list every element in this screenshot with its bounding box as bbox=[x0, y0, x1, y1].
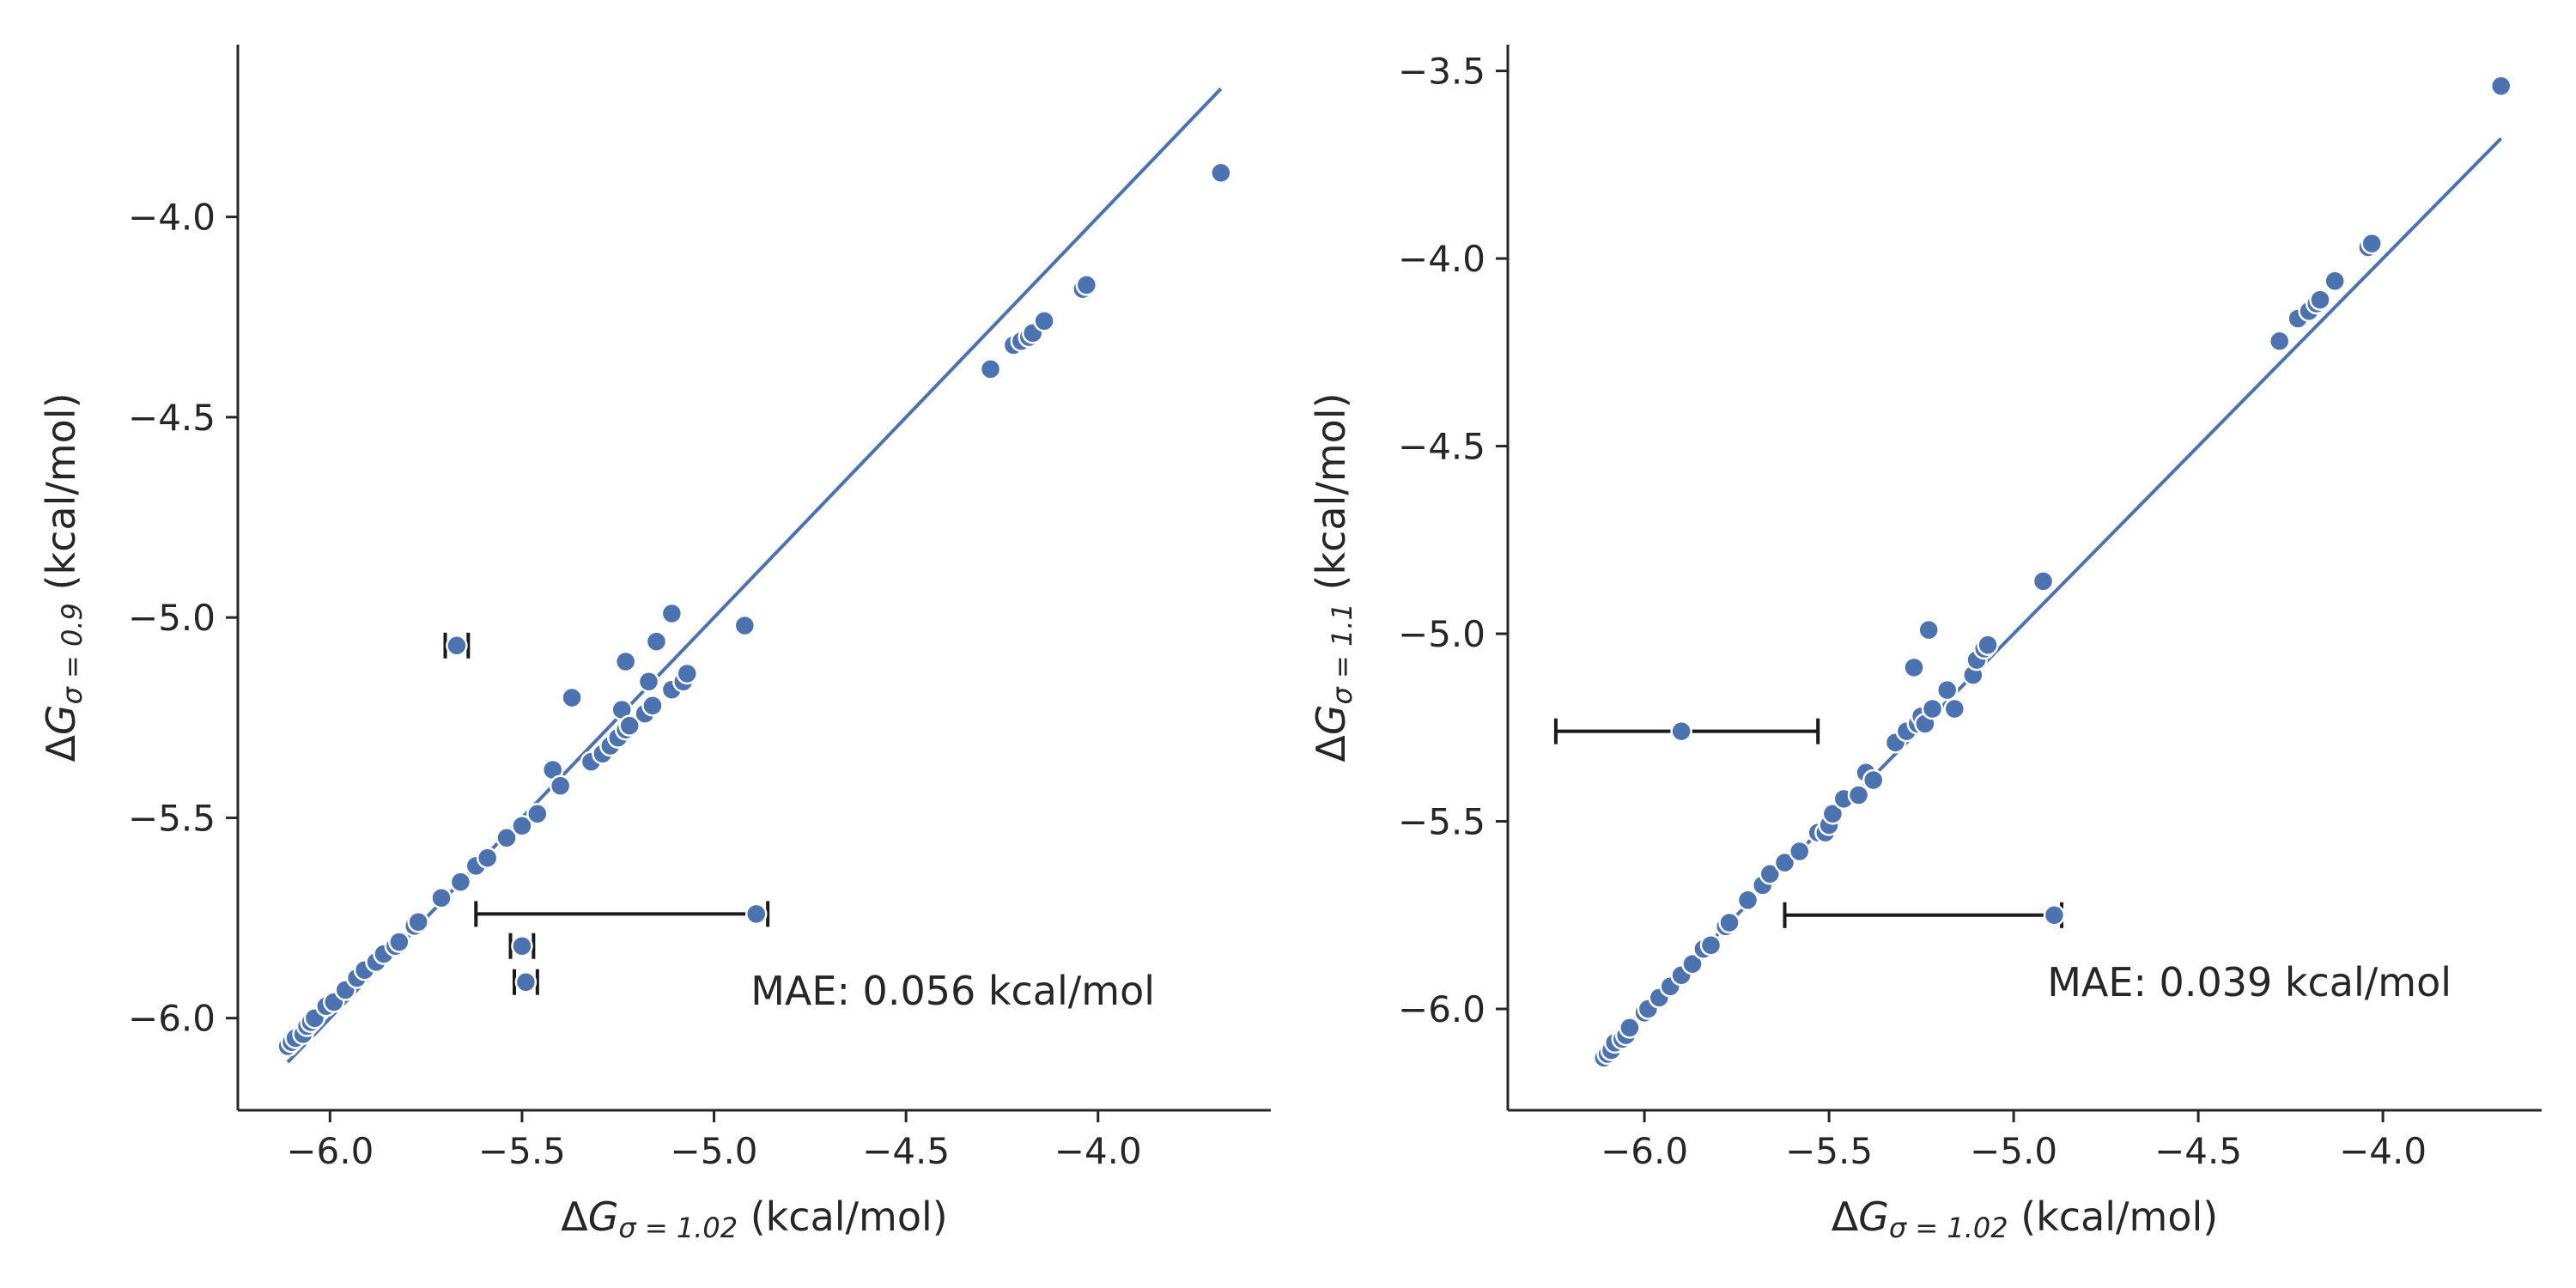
scatter-point bbox=[2309, 289, 2331, 311]
scatter-point bbox=[1821, 803, 1844, 825]
x-tick-label: −5.0 bbox=[671, 1130, 758, 1172]
scatter-point bbox=[641, 695, 664, 717]
scatter-point bbox=[676, 662, 698, 685]
scatter-point bbox=[744, 902, 768, 926]
left-scatter-panel: −6.0 −5.5 −5.0 −4.5 −4.0 −6.0 −5.5 −5.0 −4.5 −4.0… bbox=[38, 45, 1271, 1244]
scatter-point bbox=[1718, 911, 1741, 934]
scatter-point bbox=[1862, 769, 1885, 792]
y-tick-label: −5.5 bbox=[128, 797, 216, 839]
y-tick-label: −4.0 bbox=[128, 197, 216, 239]
scatter-point bbox=[1681, 952, 1704, 975]
scatter-point bbox=[1921, 697, 1944, 720]
scatter-point bbox=[1847, 784, 1870, 806]
y-tick-label: −5.0 bbox=[1398, 613, 1485, 655]
scatter-point bbox=[1699, 933, 1722, 957]
scatter-point bbox=[614, 650, 637, 673]
scatter-point bbox=[1075, 274, 1098, 296]
y-tick-label: −6.0 bbox=[128, 998, 216, 1040]
x-tick-label: −4.0 bbox=[1054, 1130, 1142, 1172]
y-tick-label: −4.5 bbox=[128, 397, 216, 439]
x-axis-label: ΔGσ = 1.02 (kcal/mol) bbox=[561, 1194, 947, 1244]
y-tick-label: −4.5 bbox=[1398, 426, 1485, 468]
mae-annotation: MAE: 0.056 kcal/mol bbox=[750, 968, 1155, 1014]
x-tick-label: −4.0 bbox=[2339, 1130, 2427, 1172]
y-axis-label: ΔGσ = 1.1 (kcal/mol) bbox=[1308, 392, 1358, 762]
scatter-point bbox=[645, 630, 668, 653]
scatter-point bbox=[446, 635, 468, 657]
scatter-point bbox=[2043, 904, 2066, 927]
scatter-point bbox=[514, 970, 538, 993]
scatter-point bbox=[637, 671, 660, 693]
scatter-point bbox=[561, 686, 583, 709]
scatter-point bbox=[1210, 161, 1232, 185]
right-scatter-panel: −6.0 −5.5 −5.0 −4.5 −4.0 −6.0 −5.5 −5.0 −4.5 −4.0… bbox=[1308, 45, 2542, 1244]
x-tick-label: −5.0 bbox=[1970, 1130, 2057, 1172]
scatter-point bbox=[1736, 889, 1759, 912]
x-tick-label: −4.5 bbox=[2154, 1130, 2242, 1172]
scatter-point bbox=[449, 871, 472, 893]
scatter-point bbox=[1033, 310, 1055, 332]
x-tick-label: −6.0 bbox=[1601, 1130, 1688, 1172]
scatter-point bbox=[1903, 656, 1925, 679]
scatter-point bbox=[618, 714, 641, 737]
scatter-point bbox=[2360, 232, 2383, 255]
y-tick-label: −3.5 bbox=[1398, 51, 1485, 93]
scatter-point bbox=[549, 775, 572, 797]
x-tick-label: −5.5 bbox=[1785, 1130, 1873, 1172]
scatter-point bbox=[526, 803, 549, 825]
scatter-point bbox=[979, 358, 1002, 380]
scatter-point bbox=[388, 931, 410, 953]
x-tick-label: −4.5 bbox=[862, 1130, 950, 1172]
scatter-point bbox=[511, 934, 533, 957]
scatter-point bbox=[495, 827, 518, 849]
scatter-point bbox=[2489, 75, 2512, 97]
y-tick-label: −4.0 bbox=[1398, 238, 1485, 280]
scatter-point bbox=[1619, 1017, 1641, 1039]
y-axis-label: ΔGσ = 0.9 (kcal/mol) bbox=[38, 392, 88, 762]
x-axis-label: ΔGσ = 1.02 (kcal/mol) bbox=[1832, 1194, 2218, 1244]
y-tick-label: −6.0 bbox=[1398, 988, 1485, 1030]
scatter-point bbox=[476, 847, 499, 869]
scatter-point bbox=[1759, 862, 1782, 885]
scatter-point bbox=[1935, 678, 1959, 702]
scatter-point bbox=[407, 910, 429, 933]
scatter-point bbox=[2032, 570, 2055, 592]
error-bar bbox=[474, 901, 770, 927]
x-tick-label: −5.5 bbox=[478, 1130, 566, 1172]
scatter-point bbox=[660, 602, 683, 625]
scatter-point bbox=[1917, 618, 1940, 641]
y-tick-label: −5.0 bbox=[128, 597, 216, 639]
scatter-point bbox=[1943, 697, 1966, 720]
scatter-point bbox=[2268, 330, 2291, 352]
mae-annotation: MAE: 0.039 kcal/mol bbox=[2047, 959, 2451, 1005]
error-bar bbox=[1783, 902, 2063, 928]
scatter-point bbox=[1977, 634, 1999, 656]
x-tick-label: −6.0 bbox=[286, 1130, 374, 1172]
scatter-point bbox=[1788, 840, 1811, 863]
y-tick-label: −5.5 bbox=[1398, 801, 1485, 843]
scatter-point bbox=[1670, 720, 1692, 743]
scatter-point bbox=[511, 815, 533, 837]
scatter-point bbox=[1773, 851, 1796, 874]
scatter-point bbox=[430, 886, 453, 909]
scatter-point bbox=[2324, 270, 2346, 293]
scatter-point bbox=[733, 614, 756, 637]
